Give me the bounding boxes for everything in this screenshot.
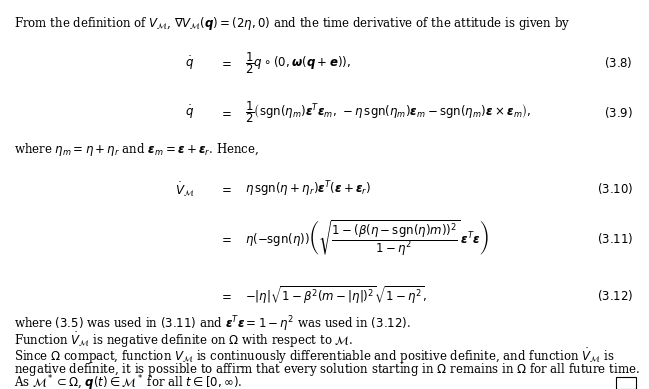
Text: $\dfrac{1}{2}q\circ(0,\boldsymbol{\omega}(\boldsymbol{q}+\boldsymbol{e})),$: $\dfrac{1}{2}q\circ(0,\boldsymbol{\omega…: [245, 50, 351, 76]
Text: From the definition of $V_{\mathcal{M}}$, $\nabla V_{\mathcal{M}}(\boldsymbol{q}: From the definition of $V_{\mathcal{M}}$…: [14, 15, 570, 32]
Bar: [616, 377, 636, 389]
Text: where $\eta_m = \eta + \eta_r$ and $\boldsymbol{\epsilon}_m = \boldsymbol{\epsil: where $\eta_m = \eta + \eta_r$ and $\bol…: [14, 141, 259, 158]
Text: $\eta(-\mathrm{sgn}(\eta))\left(\sqrt{\dfrac{1-(\beta(\eta-\mathrm{sgn}(\eta)m)): $\eta(-\mathrm{sgn}(\eta))\left(\sqrt{\d…: [245, 218, 489, 258]
Text: $\dot{V}_{\mathcal{M}}$: $\dot{V}_{\mathcal{M}}$: [175, 180, 194, 198]
Text: $-|\eta|\sqrt{1-\beta^2(m-|\eta|)^2}\sqrt{1-\eta^2},$: $-|\eta|\sqrt{1-\beta^2(m-|\eta|)^2}\sqr…: [245, 284, 428, 307]
Text: $=$: $=$: [219, 289, 232, 302]
Text: $\eta\,\mathrm{sgn}(\eta+\eta_r)\boldsymbol{\epsilon}^T(\boldsymbol{\epsilon}+\b: $\eta\,\mathrm{sgn}(\eta+\eta_r)\boldsym…: [245, 179, 371, 198]
Text: $(3.8)$: $(3.8)$: [604, 56, 633, 70]
Text: $\dfrac{1}{2}\left(\mathrm{sgn}(\eta_m)\boldsymbol{\epsilon}^T\boldsymbol{\epsil: $\dfrac{1}{2}\left(\mathrm{sgn}(\eta_m)\…: [245, 100, 532, 125]
Text: $=$: $=$: [219, 232, 232, 245]
Text: $(3.11)$: $(3.11)$: [596, 231, 633, 246]
Text: $(3.10)$: $(3.10)$: [596, 181, 633, 196]
Text: Function $\dot{V}_{\mathcal{M}}$ is negative definite on $\Omega$ with respect t: Function $\dot{V}_{\mathcal{M}}$ is nega…: [14, 330, 353, 350]
Text: negative definite, it is possible to affirm that every solution starting in $\Om: negative definite, it is possible to aff…: [14, 361, 640, 378]
Text: $=$: $=$: [219, 106, 232, 119]
Text: $\dot{q}$: $\dot{q}$: [185, 54, 194, 72]
Text: $=$: $=$: [219, 56, 232, 70]
Text: Since $\Omega$ compact, function $V_{\mathcal{M}}$ is continuously differentiabl: Since $\Omega$ compact, function $V_{\ma…: [14, 347, 615, 366]
Text: where $(3.5)$ was used in $(3.11)$ and $\boldsymbol{\epsilon}^T\boldsymbol{\epsi: where $(3.5)$ was used in $(3.11)$ and $…: [14, 314, 411, 334]
Text: As $\mathcal{M}^* \subset \Omega$, $\boldsymbol{q}(t) \in \mathcal{M}^*$ for all: As $\mathcal{M}^* \subset \Omega$, $\bol…: [14, 374, 243, 389]
Text: $\dot{q}$: $\dot{q}$: [185, 104, 194, 121]
Text: $(3.12)$: $(3.12)$: [596, 288, 633, 303]
Text: $(3.9)$: $(3.9)$: [604, 105, 633, 120]
Text: $=$: $=$: [219, 182, 232, 195]
